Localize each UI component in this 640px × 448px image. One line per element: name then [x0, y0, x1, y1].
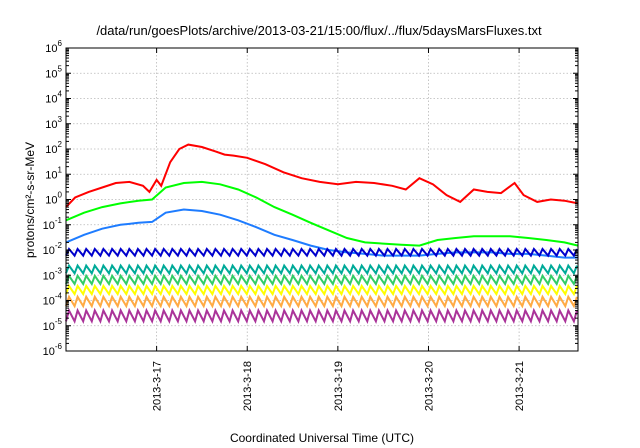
x-axis-label: Coordinated Universal Time (UTC): [230, 431, 414, 445]
series-line-1: [65, 143, 579, 208]
series-line-4: [65, 247, 578, 258]
y-tick-label: 104: [45, 90, 62, 106]
y-axis-label: protons/cm²-s-sr-MeV: [23, 142, 37, 258]
y-tick-label: 100: [45, 191, 62, 207]
x-tick-label: 2013-3-19: [333, 361, 345, 411]
y-tick-label: 10-6: [43, 342, 63, 358]
series-line-5: [65, 263, 578, 276]
y-tick-label: 106: [45, 39, 62, 55]
y-tick-label: 101: [45, 165, 62, 181]
x-tick-label: 2013-3-21: [514, 361, 526, 411]
y-tick-label: 105: [45, 64, 62, 80]
series-line-9: [65, 307, 578, 325]
series-line-6: [65, 273, 578, 287]
y-axis: 10-6 10-5 10-4 10-3 10-2 10-1 100 101 102 103 104 1…: [43, 39, 578, 358]
series-line-2: [65, 180, 579, 247]
series-line-8: [65, 294, 578, 309]
x-tick-label: 2013-3-18: [242, 361, 254, 411]
x-tick-label: 2013-3-20: [423, 361, 435, 411]
y-tick-label: 103: [45, 115, 62, 131]
y-tick-label: 10-1: [43, 216, 63, 232]
series-line-7: [65, 283, 578, 297]
x-axis: 2013-3-17 2013-3-18 2013-3-19 2013-3-20 2013…: [152, 48, 526, 411]
y-tick-label: 10-5: [43, 317, 63, 333]
y-tick-label: 10-4: [43, 292, 63, 308]
y-tick-label: 102: [45, 140, 62, 156]
y-tick-label: 10-2: [43, 241, 63, 257]
y-tick-label: 10-3: [43, 266, 63, 282]
x-tick-label: 2013-3-17: [152, 361, 164, 411]
chart-title: /data/run/goesPlots/archive/2013-03-21/1…: [96, 23, 542, 38]
plot-area: [65, 143, 579, 325]
